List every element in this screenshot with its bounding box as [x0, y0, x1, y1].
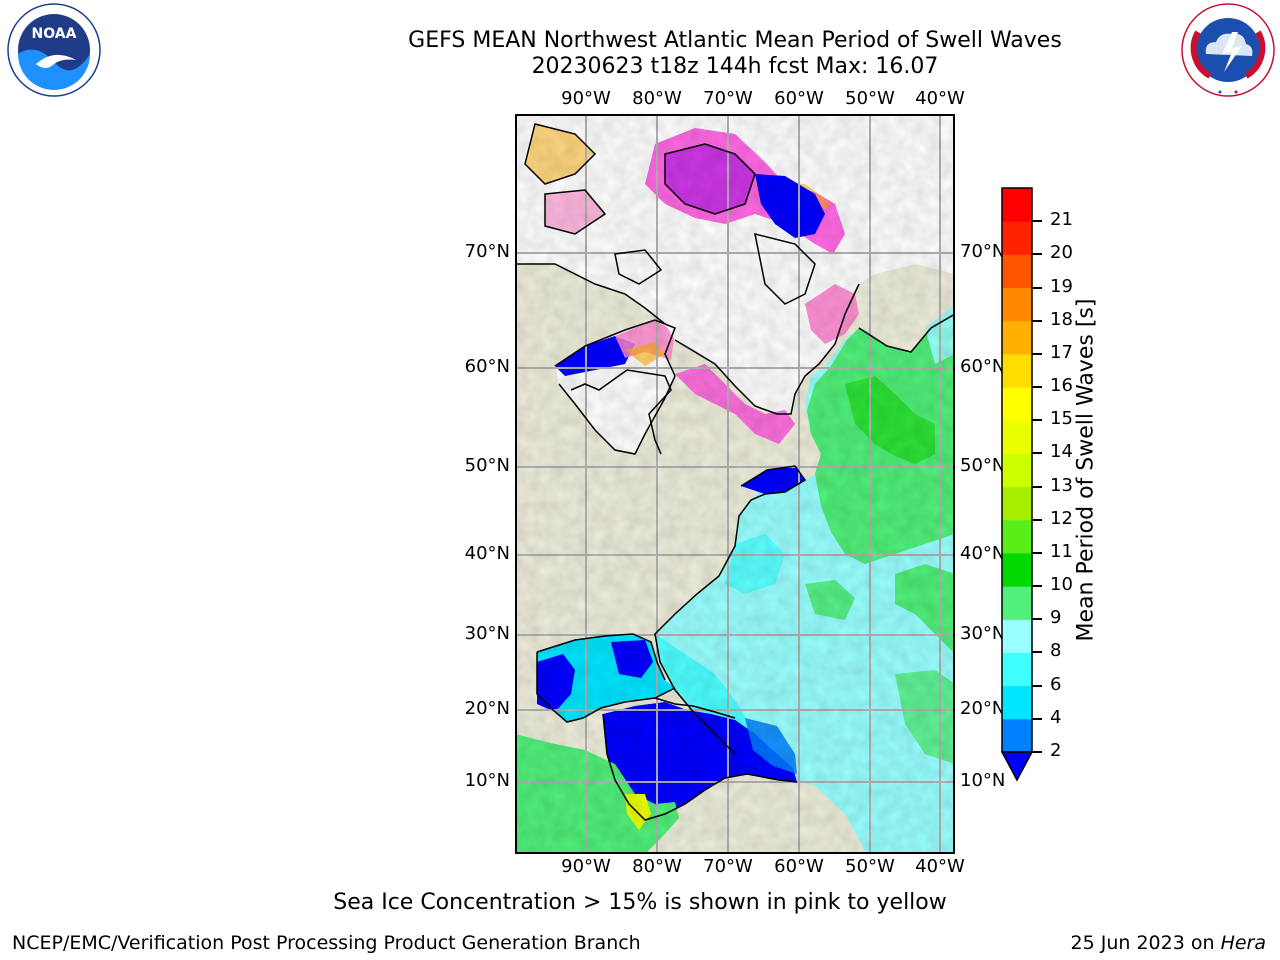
colorbar-tick-mark [1032, 651, 1042, 654]
colorbar-tick-mark [1032, 518, 1042, 521]
colorbar-tick-label: 8 [1050, 640, 1062, 662]
colorbar-tick-label: 9 [1050, 607, 1062, 629]
footer-credit: NCEP/EMC/Verification Post Processing Pr… [12, 932, 641, 954]
colorbar-tick-label: 13 [1050, 474, 1073, 496]
lon-label-bottom: 80°W [632, 856, 682, 877]
colorbar-tick-label: 21 [1050, 209, 1073, 231]
lat-label-right: 30°N [960, 623, 1006, 644]
colorbar-segment [1002, 287, 1032, 322]
sea-ice-note: Sea Ice Concentration > 15% is shown in … [333, 890, 947, 915]
lat-label-left: 70°N [464, 241, 510, 262]
map-frame [515, 114, 955, 854]
texture-overlay [515, 114, 955, 854]
noaa-logo-text: NOAA [32, 26, 77, 42]
colorbar-segment [1002, 453, 1032, 488]
lat-label-right: 20°N [960, 698, 1006, 719]
colorbar-tick-mark [1032, 286, 1042, 289]
colorbar-segment [1002, 420, 1032, 454]
colorbar-tick-mark [1032, 585, 1042, 588]
lat-label-left: 60°N [464, 356, 510, 377]
lon-label-top: 60°W [774, 88, 824, 109]
map-canvas [515, 114, 955, 854]
colorbar-tick-label: 15 [1050, 408, 1073, 430]
lon-label-top: 50°W [845, 88, 895, 109]
lat-label-left: 30°N [464, 623, 510, 644]
colorbar-tick-mark [1032, 618, 1042, 621]
lon-label-bottom: 60°W [774, 856, 824, 877]
colorbar-tick-label: 2 [1050, 740, 1062, 761]
colorbar-segment [1002, 718, 1032, 753]
colorbar-tick-mark [1032, 253, 1042, 256]
colorbar-tick-mark [1032, 551, 1042, 554]
colorbar-extend-min [1000, 751, 1034, 782]
colorbar-segment [1002, 685, 1032, 720]
lat-label-right: 10°N [960, 770, 1006, 791]
lon-label-top: 90°W [561, 88, 611, 109]
colorbar-segment [1002, 486, 1032, 521]
colorbar-tick-label: 11 [1050, 540, 1073, 562]
lon-label-bottom: 50°W [845, 856, 895, 877]
colorbar-tick-label: 10 [1050, 574, 1073, 596]
colorbar-tick-mark [1032, 485, 1042, 488]
colorbar-tick-mark [1032, 220, 1042, 223]
colorbar-segment [1002, 552, 1032, 587]
noaa-logo: NOAA [6, 2, 102, 98]
colorbar-tick-mark [1032, 684, 1042, 687]
lat-label-right: 40°N [960, 543, 1006, 564]
nws-logo [1180, 2, 1276, 98]
lat-label-left: 40°N [464, 543, 510, 564]
footer-date-text: 25 Jun 2023 on [1070, 932, 1221, 954]
colorbar-tick-mark [1032, 319, 1042, 322]
lat-label-left: 20°N [464, 698, 510, 719]
colorbar-tick-mark [1032, 717, 1042, 720]
colorbar-segment [1002, 320, 1032, 355]
colorbar-segment [1002, 188, 1032, 222]
colorbar-segment [1002, 353, 1032, 388]
colorbar-tick-mark [1032, 452, 1042, 455]
colorbar-segment [1002, 519, 1032, 554]
lat-label-left: 10°N [464, 770, 510, 791]
map-panel [515, 114, 955, 854]
lon-label-bottom: 40°W [915, 856, 965, 877]
colorbar-tick-label: 14 [1050, 441, 1073, 463]
lon-label-top: 70°W [703, 88, 753, 109]
lat-label-right: 70°N [960, 241, 1006, 262]
lon-label-top: 80°W [632, 88, 682, 109]
lat-label-right: 50°N [960, 455, 1006, 476]
colorbar-label: Mean Period of Swell Waves [s] [1073, 298, 1099, 642]
colorbar-tick-mark [1032, 352, 1042, 355]
colorbar-tick-mark [1032, 386, 1042, 389]
colorbar-tick-mark [1032, 419, 1042, 422]
colorbar-tick-label: 17 [1050, 341, 1073, 363]
colorbar-tick-label: 6 [1050, 673, 1062, 695]
colorbar-segment [1002, 586, 1032, 620]
footer-host: Hera [1220, 932, 1266, 954]
colorbar-tick-label: 4 [1050, 706, 1062, 728]
colorbar-tick-label: 20 [1050, 242, 1073, 264]
chart-title-line2: 20230623 t18z 144h fcst Max: 16.07 [531, 54, 939, 79]
colorbar [1000, 186, 1040, 786]
lat-label-left: 50°N [464, 455, 510, 476]
lon-label-bottom: 70°W [703, 856, 753, 877]
colorbar-tick-label: 18 [1050, 308, 1073, 330]
colorbar-tick-label: 19 [1050, 275, 1073, 297]
colorbar-tick-label: 12 [1050, 507, 1073, 529]
footer-date: 25 Jun 2023 on Hera [1071, 932, 1266, 954]
colorbar-tick-mark [1032, 751, 1042, 753]
lon-label-bottom: 90°W [561, 856, 611, 877]
lon-label-top: 40°W [915, 88, 965, 109]
colorbar-tick-label: 16 [1050, 375, 1073, 397]
colorbar-segment [1002, 619, 1032, 653]
colorbar-segment [1002, 254, 1032, 289]
lat-label-right: 60°N [960, 356, 1006, 377]
colorbar-frame [1001, 187, 1033, 753]
chart-title-line1: GEFS MEAN Northwest Atlantic Mean Period… [408, 28, 1062, 53]
colorbar-segment [1002, 221, 1032, 255]
colorbar-segment [1002, 652, 1032, 687]
colorbar-segment [1002, 387, 1032, 421]
